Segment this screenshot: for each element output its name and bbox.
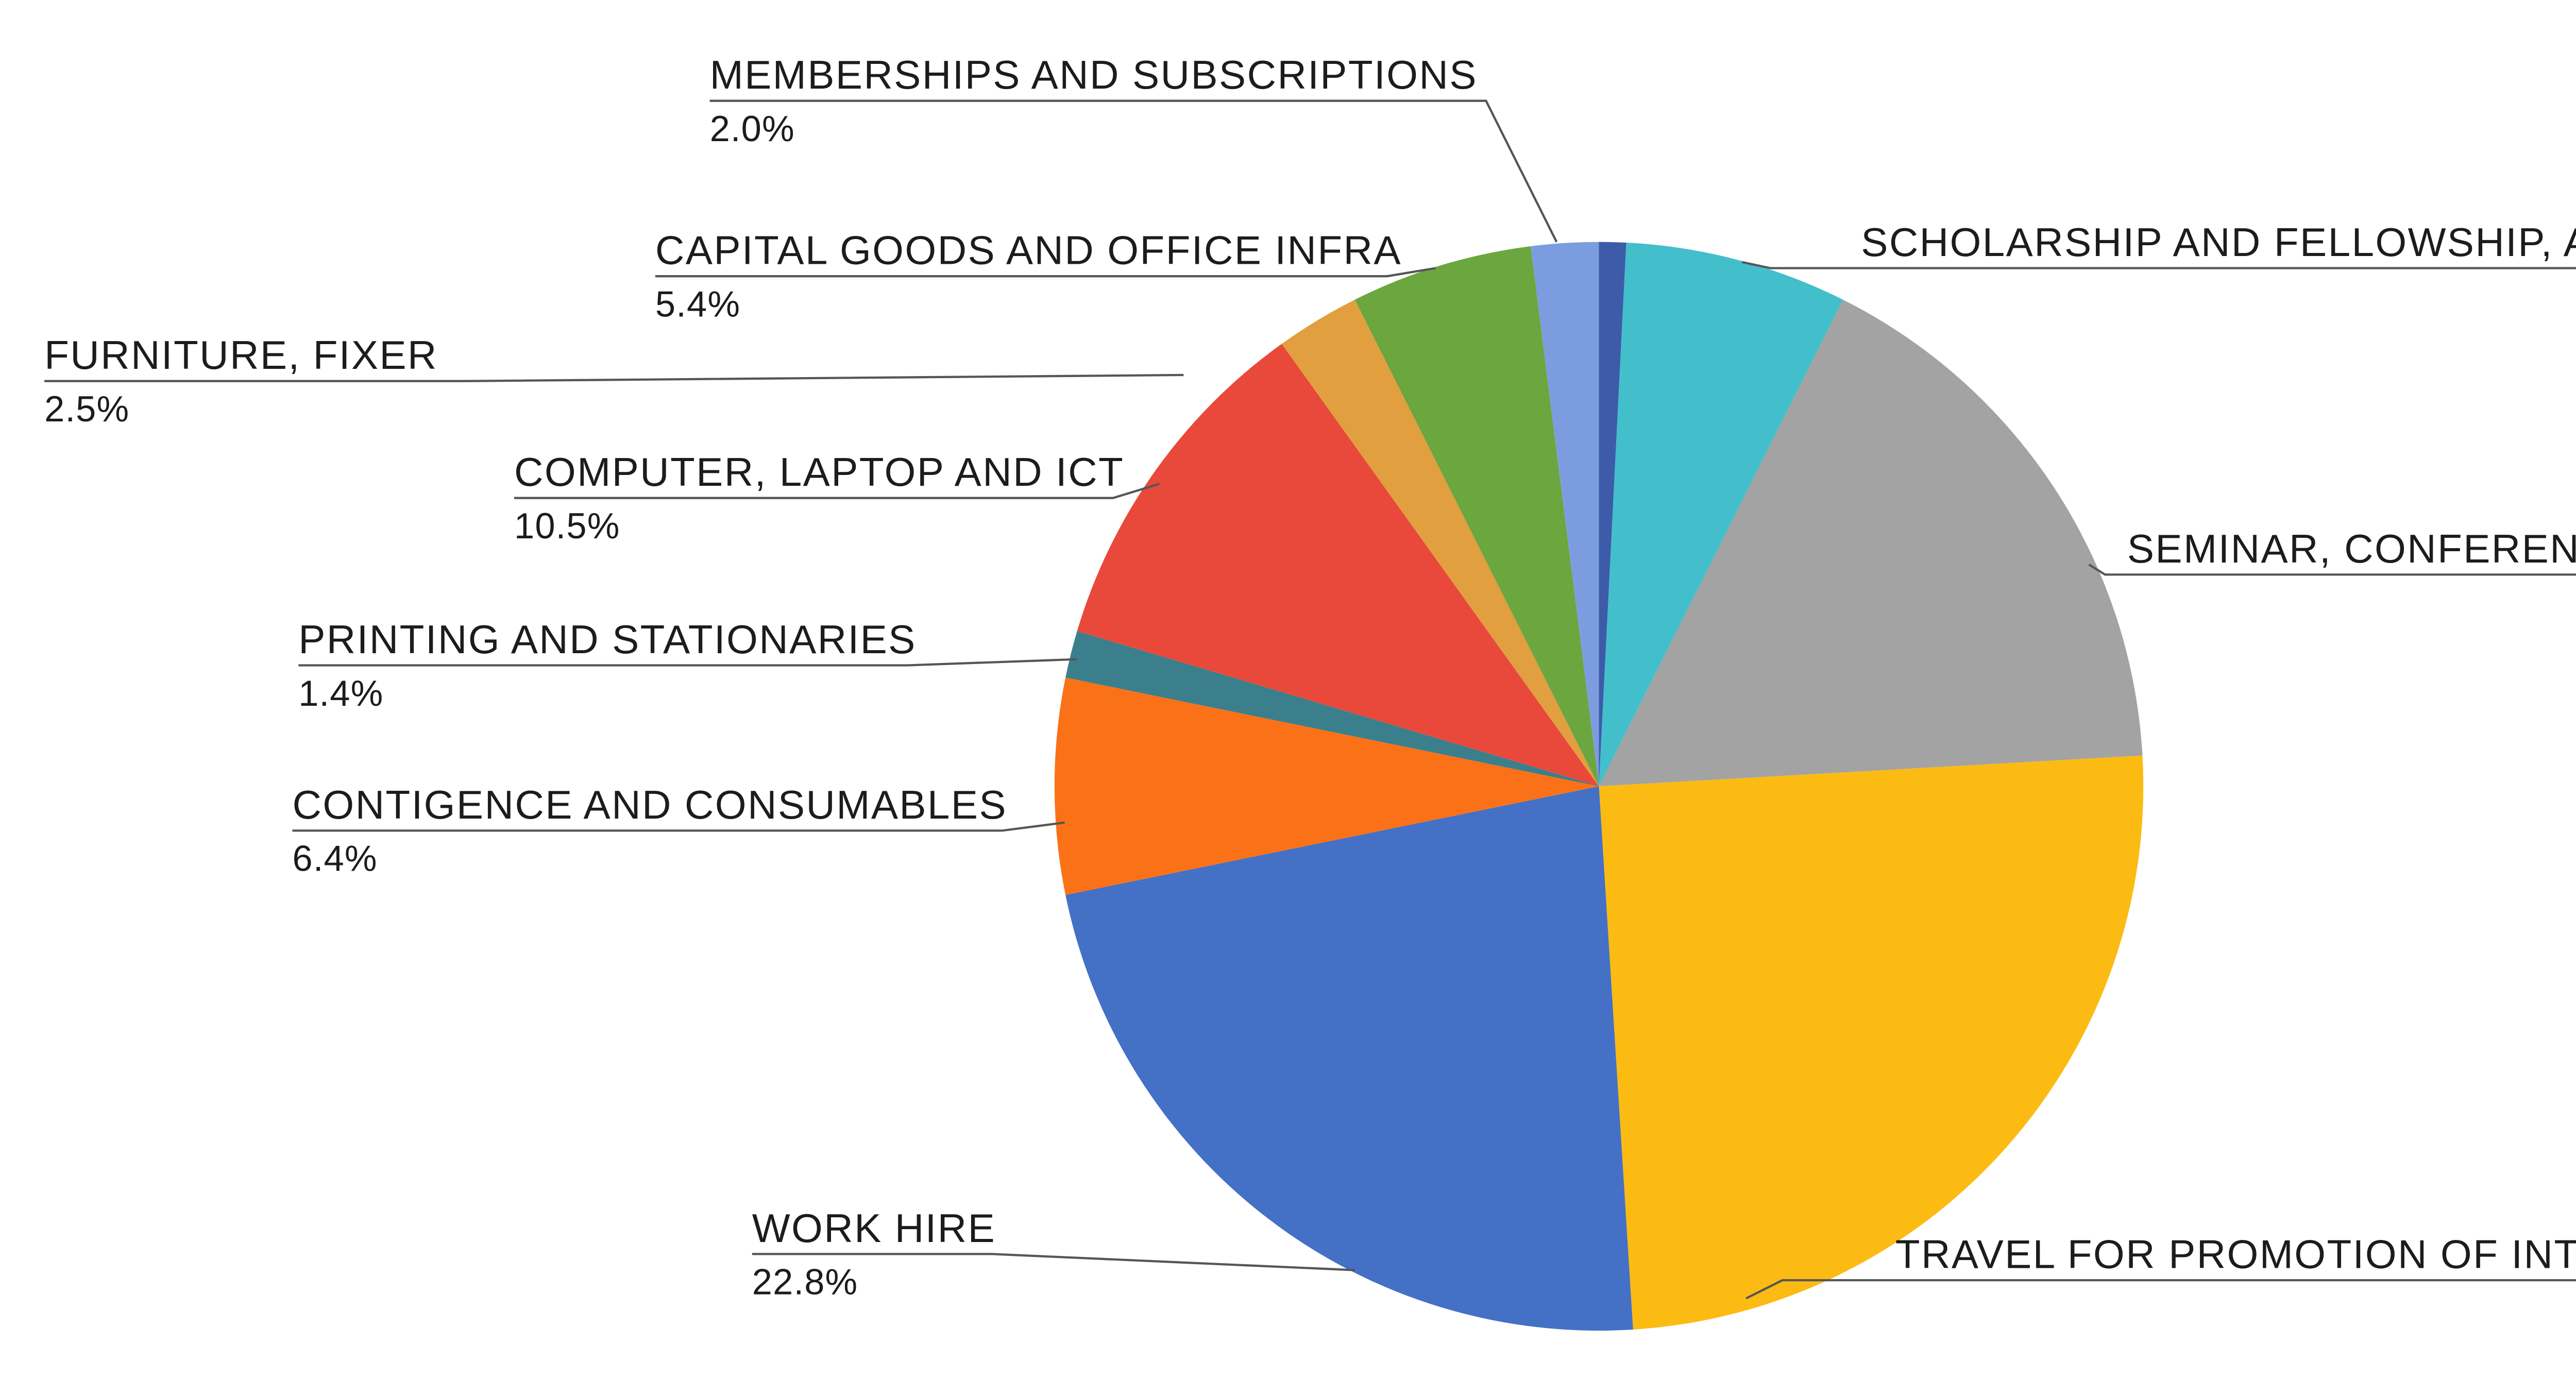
slice-callouts: SCHOLARSHIP AND FELLOWSHIP, AWARDS, REWA… (44, 52, 2576, 1302)
pie-slices (1054, 242, 2144, 1331)
leader-line-travel-for-promotion-of-international-relations (1745, 1279, 2576, 1300)
leader-line-capital-goods-and-office-infra (655, 267, 1436, 278)
pie-slice-printing-and-stationaries (1065, 631, 1599, 787)
pie-slice-travel-for-promotion-of-international-relations (1599, 755, 2144, 1330)
slice-percent-capital-goods-and-office-infra: 5.4% (655, 283, 740, 324)
leader-line-computer-laptop-and-ict (514, 483, 1160, 499)
slice-label-memberships-and-subscriptions: MEMBERSHIPS AND SUBSCRIPTIONS (710, 52, 1478, 97)
slice-percent-memberships-and-subscriptions: 2.0% (710, 108, 795, 149)
leader-line-work-hire (752, 1253, 1355, 1271)
pie-slice-seminar-conference-events-and-dele (1599, 299, 2143, 787)
leader-line-scholarship-and-fellowship-awards-rewards (1741, 261, 2576, 269)
slice-label-travel-for-promotion-of-international-relations: TRAVEL FOR PROMOTION OF INTERNATIONAL RE… (1895, 1232, 2576, 1277)
slice-label-capital-goods-and-office-infra: CAPITAL GOODS AND OFFICE INFRA (655, 228, 1402, 273)
pie-slice-furniture-fixer (1281, 299, 1599, 787)
pie-slice-contigence-and-consumables (1054, 677, 1599, 895)
slice-label-scholarship-and-fellowship-awards-rewards: SCHOLARSHIP AND FELLOWSHIP, AWARDS, REWA… (1861, 219, 2576, 265)
slice-label-contigence-and-consumables: CONTIGENCE AND CONSUMABLES (292, 782, 1007, 827)
slice-percent-furniture-fixer: 2.5% (44, 388, 129, 429)
pie-slice-scholarship-and-fellowship-awards-rewards (1599, 242, 1843, 787)
leader-line-furniture-fixer (44, 373, 1184, 382)
slice-label-computer-laptop-and-ict: COMPUTER, LAPTOP AND ICT (514, 449, 1124, 495)
slice-label-work-hire: WORK HIRE (752, 1205, 996, 1251)
slice-label-printing-and-stationaries: PRINTING AND STATIONARIES (298, 617, 916, 662)
leader-line-printing-and-stationaries (298, 658, 1077, 667)
leader-line-seminar-conference-events-and-dele (2088, 563, 2576, 576)
pie-slice-work-hire (1065, 786, 1633, 1331)
leader-line-memberships-and-subscriptions (709, 99, 1558, 243)
slice-percent-contigence-and-consumables: 6.4% (292, 838, 377, 879)
pie-slice-memberships-and-subscriptions (1531, 242, 1599, 787)
leader-line-contigence-and-consumables (292, 821, 1065, 832)
slice-percent-work-hire: 22.8% (752, 1262, 858, 1302)
slice-label-seminar-conference-events-and-dele: SEMINAR, CONFERENCE, EVENTS AND DELE... (2127, 526, 2576, 571)
slice-percent-computer-laptop-and-ict: 10.5% (514, 505, 620, 546)
pie-slice-computer-laptop-and-ict (1077, 344, 1599, 787)
slice-percent-printing-and-stationaries: 1.4% (298, 673, 383, 713)
pie-slice-unlabeled (1599, 242, 1626, 787)
slice-label-furniture-fixer: FURNITURE, FIXER (44, 332, 438, 378)
pie-slice-capital-goods-and-office-infra (1354, 246, 1599, 787)
